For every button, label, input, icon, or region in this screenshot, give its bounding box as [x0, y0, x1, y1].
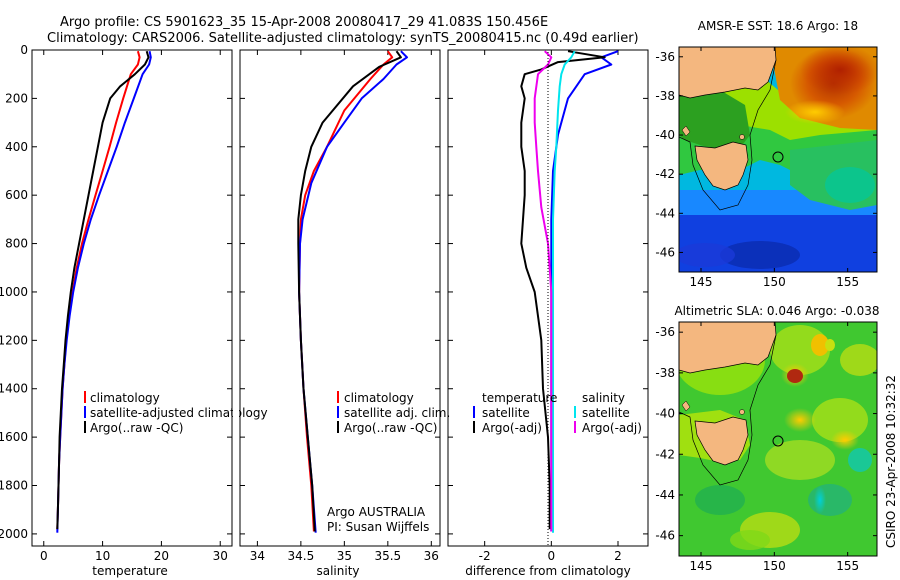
- y-tick-label: 1600: [0, 430, 28, 444]
- sla-map-frame: [678, 321, 878, 557]
- x-tick-label: 10: [95, 549, 110, 563]
- legend-label-temp-argo: Argo(-adj): [482, 421, 542, 435]
- y-tick-label: 200: [5, 91, 28, 105]
- map-y-tick-label: -42: [655, 167, 675, 181]
- x-tick-label: 34: [250, 549, 265, 563]
- legend-label-satellite: satellite adj. clim.: [344, 406, 450, 420]
- map-x-tick-label: 150: [763, 275, 786, 289]
- x-tick-label: 36: [424, 549, 439, 563]
- temperature-axis-label: temperature: [92, 564, 167, 578]
- map-y-tick-label: -38: [655, 366, 675, 380]
- series-line-salinity-argo-adj: [533, 50, 553, 532]
- series-line-argo-raw-qc: [56, 50, 150, 530]
- map-y-tick-label: -44: [655, 488, 675, 502]
- y-tick-label: 600: [5, 188, 28, 202]
- map-y-tick-label: -46: [655, 529, 675, 543]
- y-tick-label: 2000: [0, 527, 28, 541]
- series-line-argo-raw-qc: [297, 50, 402, 532]
- y-tick-label: 1000: [0, 285, 28, 299]
- profile-series: [56, 50, 619, 533]
- map-x-tick-label: 155: [836, 275, 859, 289]
- legend-label-temp-satellite: satellite: [482, 406, 530, 420]
- difference-axis-label: difference from climatology: [465, 564, 631, 578]
- legend-label-climatology: climatology: [344, 391, 414, 405]
- map-y-tick-label: -46: [655, 245, 675, 259]
- y-tick-label: 1400: [0, 382, 28, 396]
- map-x-tick-label: 150: [763, 559, 786, 573]
- x-tick-label: 0: [40, 549, 48, 563]
- legend-label-sal-argo: Argo(-adj): [582, 421, 642, 435]
- x-tick-label: 30: [213, 549, 228, 563]
- argo-position-marker: [772, 151, 784, 163]
- salinity-axis-label: salinity: [316, 564, 359, 578]
- x-tick-label: 35.5: [374, 549, 401, 563]
- map-y-tick-label: -40: [655, 128, 675, 142]
- temperature-panel-frame: [31, 49, 233, 547]
- legend-label-satellite: satellite-adjusted climatology: [90, 406, 268, 420]
- figure-title-line1: Argo profile: CS 5901623_35 15-Apr-2008 …: [60, 15, 548, 30]
- series-line-temperature-satellite: [550, 50, 619, 532]
- series-line-temperature-argo-adj: [520, 50, 606, 530]
- map-y-tick-label: -36: [655, 50, 675, 64]
- map-y-tick-label: -38: [655, 89, 675, 103]
- legend-heading-salinity: salinity: [582, 391, 625, 405]
- x-tick-label: 2: [614, 549, 622, 563]
- sst-map: [679, 47, 877, 272]
- series-line-satellite-adj-clim: [298, 50, 408, 533]
- difference-legend: temperature satellite Argo(-adj) salinit…: [473, 391, 642, 435]
- map-y-tick-label: -42: [655, 447, 675, 461]
- temperature-legend: climatology satellite-adjusted climatolo…: [84, 391, 268, 435]
- y-tick-label: 1800: [0, 479, 28, 493]
- salinity-legend: climatology satellite adj. clim. Argo(..…: [337, 391, 450, 435]
- x-tick-label: -2: [479, 549, 491, 563]
- sst-map-title: AMSR-E SST: 18.6 Argo: 18: [698, 19, 858, 33]
- series-line-climatology: [56, 50, 141, 530]
- map-y-tick-label: -40: [655, 407, 675, 421]
- sla-map-title: Altimetric SLA: 0.046 Argo: -0.038: [674, 304, 879, 318]
- sla-map: [679, 322, 877, 556]
- legend-heading-temperature: temperature: [482, 391, 557, 405]
- figure-title-line2: Climatology: CARS2006. Satellite-adjuste…: [47, 31, 639, 46]
- x-tick-label: 35: [337, 549, 352, 563]
- y-tick-label: 800: [5, 237, 28, 251]
- map-x-tick-label: 155: [836, 559, 859, 573]
- salinity-panel-frame: [239, 49, 441, 547]
- map-y-tick-label: -44: [655, 206, 675, 220]
- pi-label: PI: Susan Wijffels: [327, 520, 429, 534]
- argo-position-marker: [772, 435, 784, 447]
- argo-agency-label: Argo AUSTRALIA: [327, 505, 426, 519]
- series-line-salinity-satellite: [552, 50, 576, 533]
- legend-label-argo: Argo(..raw -QC): [90, 421, 183, 435]
- difference-panel-frame: [447, 49, 649, 547]
- map-x-tick-label: 145: [690, 275, 713, 289]
- y-tick-label: 0: [20, 43, 28, 57]
- map-y-tick-label: -36: [655, 325, 675, 339]
- x-tick-label: 0: [548, 549, 556, 563]
- x-tick-label: 34.5: [288, 549, 315, 563]
- legend-label-argo: Argo(..raw -QC): [344, 421, 437, 435]
- map-x-tick-label: 145: [690, 559, 713, 573]
- axis-ticks: 0 10 20 30020040060080010001200140016001800…: [0, 43, 648, 563]
- x-tick-label: 20: [154, 549, 169, 563]
- legend-label-climatology: climatology: [90, 391, 160, 405]
- y-tick-label: 400: [5, 140, 28, 154]
- legend-label-sal-satellite: satellite: [582, 406, 630, 420]
- series-line-climatology: [298, 50, 394, 532]
- sst-map-frame: [678, 46, 878, 273]
- map-axis-ticks: 145 150 155 -36 -38 -40 -42 -44 -46 145 150 155 -36 -…: [655, 47, 877, 573]
- y-tick-label: 1200: [0, 333, 28, 347]
- credit-text: CSIRO 23-Apr-2008 10:32:32: [884, 375, 898, 548]
